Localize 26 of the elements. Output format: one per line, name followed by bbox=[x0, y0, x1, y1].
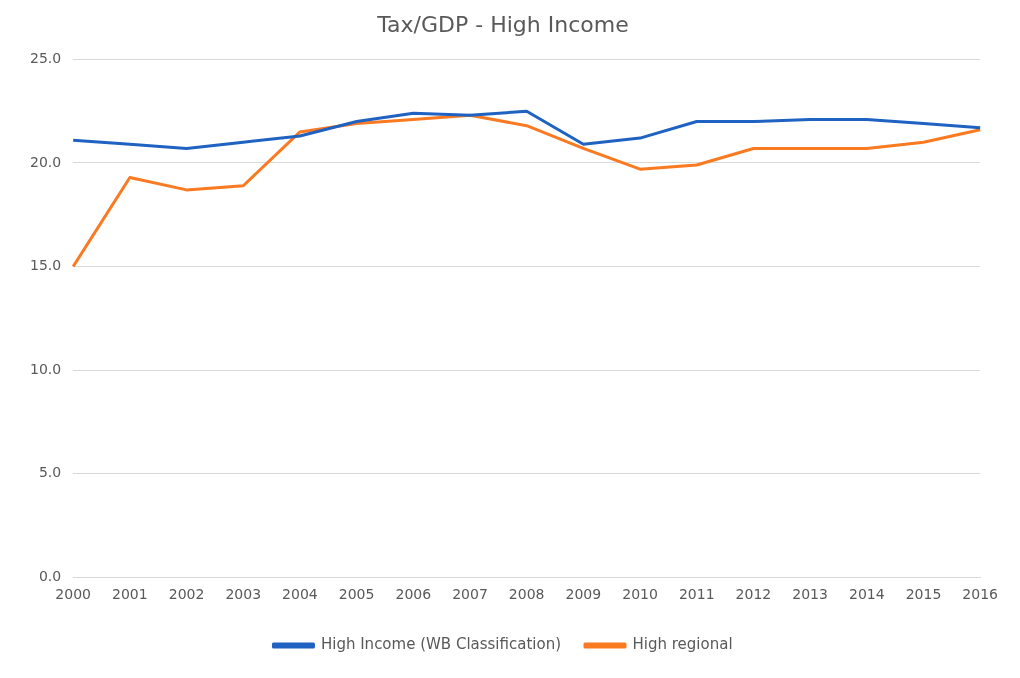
x-tick-label: 2005 bbox=[338, 586, 375, 603]
y-tick-label: 15.0 bbox=[30, 257, 62, 274]
x-tick-label: 2016 bbox=[962, 586, 999, 603]
y-tick-label: 25.0 bbox=[30, 50, 62, 67]
x-tick-label: 2002 bbox=[168, 586, 205, 603]
x-tick-label: 2007 bbox=[452, 586, 488, 603]
x-tick-label: 2001 bbox=[112, 586, 148, 603]
x-tick-label: 2011 bbox=[678, 586, 715, 603]
x-tick-label: 2000 bbox=[55, 586, 91, 603]
x-tick-label: 2006 bbox=[395, 586, 432, 603]
x-tick-label: 2008 bbox=[508, 586, 545, 603]
x-tick-label: 2014 bbox=[848, 586, 885, 603]
y-tick-label: 20.0 bbox=[30, 153, 62, 170]
x-tick-label: 2013 bbox=[792, 586, 828, 603]
x-tick-label: 2012 bbox=[735, 586, 772, 603]
y-tick-label: 5.0 bbox=[38, 464, 62, 481]
x-tick-label: 2009 bbox=[565, 586, 602, 603]
legend-label: High regional bbox=[632, 635, 733, 654]
x-tick-label: 2004 bbox=[282, 586, 318, 603]
legend-label: High Income (WB Classification) bbox=[320, 635, 562, 654]
chart-title: Tax/GDP - High Income bbox=[376, 11, 629, 37]
x-tick-label: 2015 bbox=[905, 586, 942, 603]
x-tick-label: 2010 bbox=[622, 586, 658, 603]
y-tick-label: 0.0 bbox=[38, 567, 62, 584]
y-tick-label: 10.0 bbox=[30, 360, 62, 377]
x-tick-label: 2003 bbox=[225, 586, 262, 603]
